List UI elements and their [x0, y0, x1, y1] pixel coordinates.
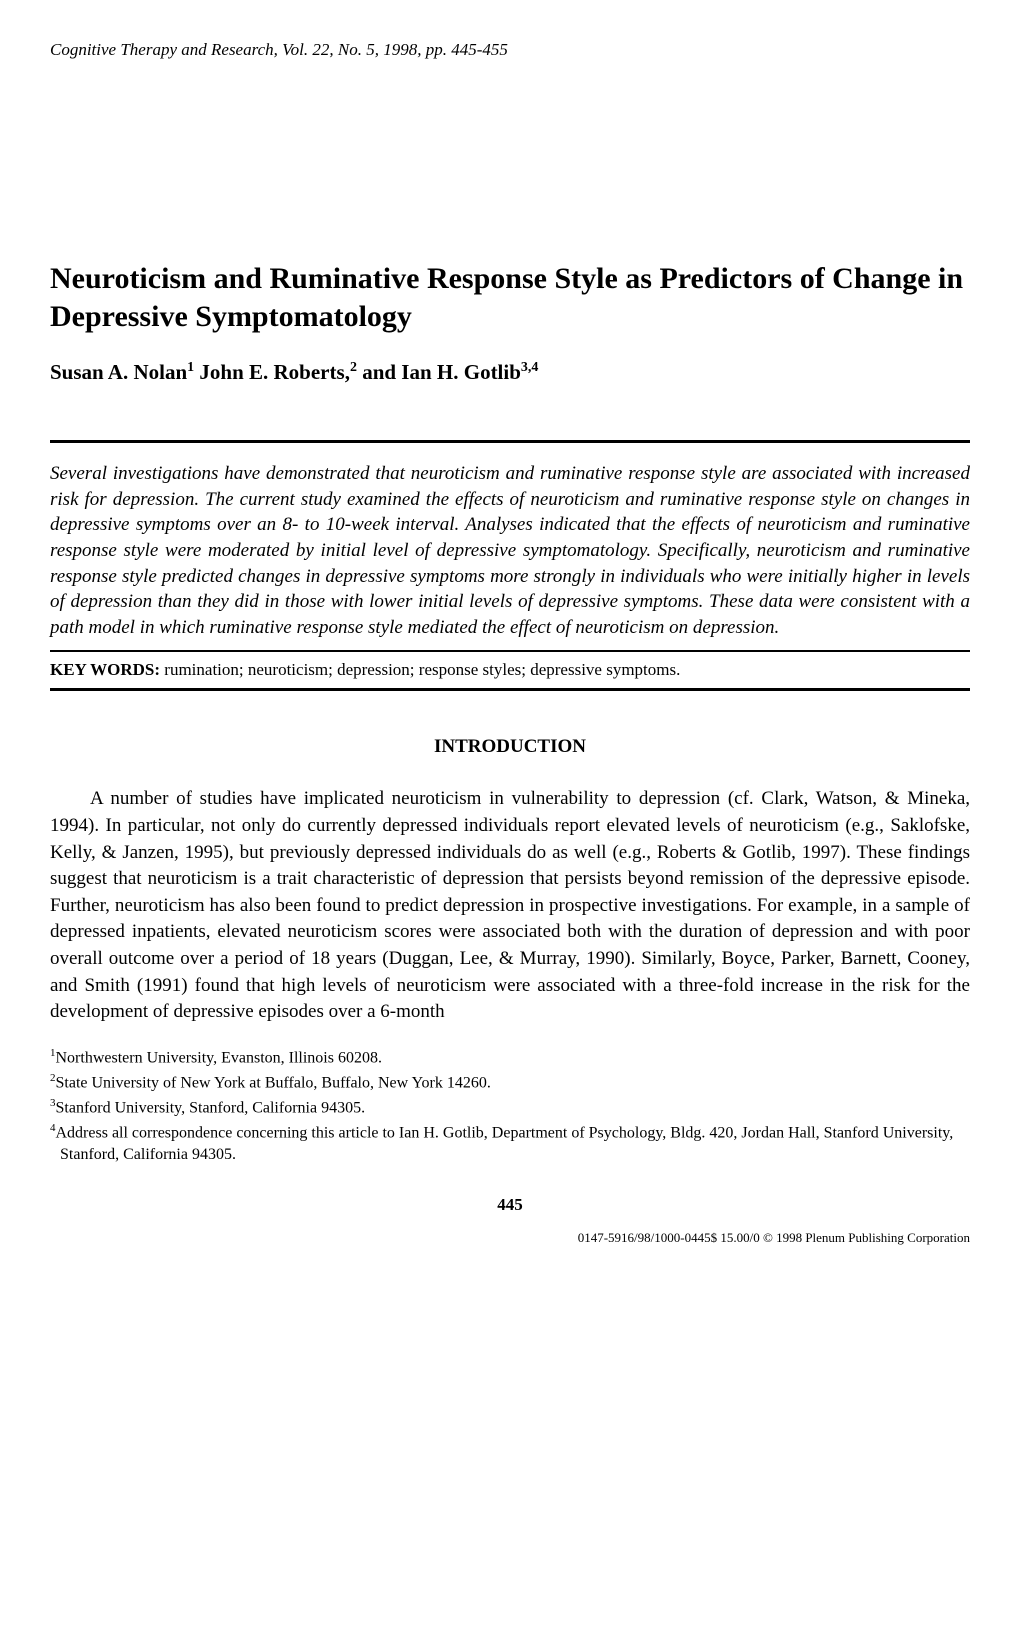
footnote-4: 4Address all correspondence concerning t… — [50, 1121, 970, 1166]
author-3: Ian H. Gotlib — [401, 360, 521, 384]
abstract-text: Several investigations have demonstrated… — [50, 461, 970, 650]
copyright-line: 0147-5916/98/1000-0445$ 15.00/0 © 1998 P… — [50, 1230, 970, 1246]
footnote-2-text: State University of New York at Buffalo,… — [56, 1074, 491, 1091]
footnote-1-text: Northwestern University, Evanston, Illin… — [56, 1049, 382, 1066]
introduction-paragraph-1: A number of studies have implicated neur… — [50, 786, 970, 1025]
footnote-3: 3Stanford University, Stanford, Californ… — [50, 1096, 970, 1119]
authors-line: Susan A. Nolan1 John E. Roberts,2 and Ia… — [50, 360, 970, 385]
introduction-heading: INTRODUCTION — [50, 736, 970, 758]
author-2: John E. Roberts — [199, 360, 344, 384]
journal-pages: pp. 445-455 — [426, 40, 508, 59]
footnote-1: 1Northwestern University, Evanston, Illi… — [50, 1046, 970, 1069]
footnotes-section: 1Northwestern University, Evanston, Illi… — [50, 1046, 970, 1165]
author-2-affil: 2 — [350, 360, 357, 375]
journal-volume: Vol. 22 — [282, 40, 329, 59]
footnote-4-text: Address all correspondence concerning th… — [56, 1124, 954, 1163]
keywords-section: KEY WORDS: rumination; neuroticism; depr… — [50, 650, 970, 691]
keywords-label: KEY WORDS: — [50, 660, 160, 679]
journal-year: 1998 — [383, 40, 417, 59]
article-title: Neuroticism and Ruminative Response Styl… — [50, 260, 970, 335]
keywords-text: rumination; neuroticism; depression; res… — [164, 660, 680, 679]
journal-citation: Cognitive Therapy and Research, Vol. 22,… — [50, 40, 970, 60]
abstract-section: Several investigations have demonstrated… — [50, 440, 970, 650]
footnote-3-text: Stanford University, Stanford, Californi… — [56, 1099, 366, 1116]
journal-name: Cognitive Therapy and Research — [50, 40, 274, 59]
keywords-line: KEY WORDS: rumination; neuroticism; depr… — [50, 660, 970, 680]
journal-issue: No. 5 — [338, 40, 375, 59]
footnote-2: 2State University of New York at Buffalo… — [50, 1071, 970, 1094]
author-1: Susan A. Nolan — [50, 360, 187, 384]
author-3-affil: 3,4 — [521, 360, 539, 375]
author-1-affil: 1 — [187, 360, 194, 375]
page-number: 445 — [50, 1195, 970, 1215]
